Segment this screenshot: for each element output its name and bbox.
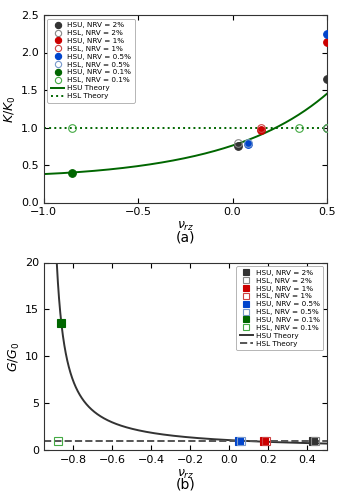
Y-axis label: $G/G_0$: $G/G_0$	[7, 341, 22, 372]
X-axis label: $\nu_{rz}$: $\nu_{rz}$	[177, 220, 194, 233]
Text: (a): (a)	[176, 230, 195, 244]
Legend: HSU, NRV = 2%, HSL, NRV = 2%, HSU, NRV = 1%, HSL, NRV = 1%, HSU, NRV = 0.5%, HSL: HSU, NRV = 2%, HSL, NRV = 2%, HSU, NRV =…	[48, 18, 134, 102]
X-axis label: $\nu_{rz}$: $\nu_{rz}$	[177, 468, 194, 480]
Text: (b): (b)	[176, 478, 195, 492]
Legend: HSU, NRV = 2%, HSL, NRV = 2%, HSU, NRV = 1%, HSL, NRV = 1%, HSU, NRV = 0.5%, HSL: HSU, NRV = 2%, HSL, NRV = 2%, HSU, NRV =…	[236, 266, 323, 350]
Y-axis label: $K/K_0$: $K/K_0$	[3, 95, 19, 122]
